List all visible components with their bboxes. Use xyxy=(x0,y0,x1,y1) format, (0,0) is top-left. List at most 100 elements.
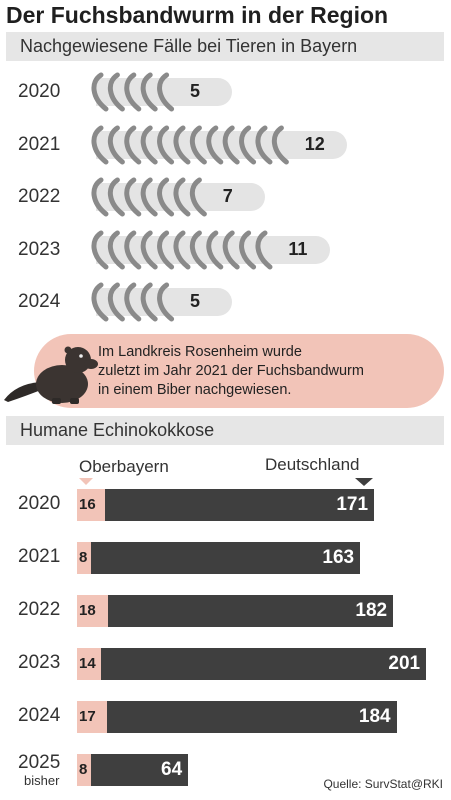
oberbayern-bar xyxy=(77,754,91,786)
worm-icon xyxy=(140,72,158,112)
deutschland-bar xyxy=(104,489,375,521)
worm-icon xyxy=(124,282,142,322)
deutschland-bar xyxy=(91,542,361,574)
human-year-label: 2020 xyxy=(18,493,61,514)
worm-icon xyxy=(157,282,175,322)
human-cases-header: Humane Echinokokkose xyxy=(6,416,444,445)
oberbayern-value-label: 14 xyxy=(79,655,96,672)
note-line-3: in einem Biber nachgewiesen. xyxy=(98,382,292,398)
animal-year-label: 2022 xyxy=(18,186,61,207)
animal-cases-heading: Nachgewiesene Fälle bei Tieren in Bayern xyxy=(20,36,358,56)
worm-icon xyxy=(140,282,158,322)
worm-icon xyxy=(124,177,142,217)
worm-icon xyxy=(91,282,109,322)
worm-icon xyxy=(107,72,125,112)
worm-icon xyxy=(239,125,257,164)
deutschland-value-label: 201 xyxy=(388,653,421,674)
worm-row xyxy=(91,72,175,112)
oberbayern-bar xyxy=(77,542,91,574)
deutschland-value-label: 171 xyxy=(336,494,369,515)
human-year-label: 2024 xyxy=(18,705,61,726)
worm-icon xyxy=(91,72,109,112)
worm-icon xyxy=(189,230,207,269)
worm-icon xyxy=(140,177,158,217)
animal-year-label: 2020 xyxy=(18,81,61,102)
worm-icon xyxy=(222,230,240,269)
animal-year-label: 2023 xyxy=(18,238,61,260)
legend-oberbayern-marker xyxy=(79,478,93,485)
oberbayern-value-label: 8 xyxy=(79,761,88,778)
oberbayern-value-label: 18 xyxy=(79,602,96,619)
worm-icon xyxy=(157,125,175,164)
worm-row xyxy=(91,230,273,269)
worm-icon xyxy=(255,230,273,269)
worm-icon xyxy=(157,72,175,112)
deutschland-value-label: 182 xyxy=(355,600,388,621)
legend-oberbayern: Oberbayern xyxy=(79,457,169,476)
oberbayern-bar xyxy=(77,701,107,733)
human-year-sublabel: bisher xyxy=(24,773,60,788)
oberbayern-value-label: 8 xyxy=(79,549,88,566)
worm-icon xyxy=(91,230,109,269)
deutschland-bar xyxy=(108,595,394,627)
note-line-2: zuletzt im Jahr 2021 der Fuchsbandwurm xyxy=(98,363,364,379)
beaver-icon xyxy=(4,346,98,404)
worm-icon xyxy=(206,125,224,164)
worm-icon xyxy=(91,177,109,217)
worm-icon xyxy=(157,230,175,269)
worm-icon xyxy=(173,177,191,217)
human-cases-heading: Humane Echinokokkose xyxy=(20,420,215,440)
legend-deutschland-marker xyxy=(355,478,373,486)
worm-icon xyxy=(173,230,191,269)
oberbayern-bar xyxy=(77,489,105,521)
oberbayern-bar xyxy=(77,595,109,627)
worm-icon xyxy=(239,230,257,269)
worm-icon xyxy=(157,177,175,217)
animal-value-label: 5 xyxy=(190,81,201,101)
worm-icon xyxy=(91,125,109,164)
worm-icon xyxy=(124,125,142,164)
source-note: Quelle: SurvStat@RKI xyxy=(323,777,443,791)
deutschland-bar xyxy=(101,648,427,680)
animal-cases-header: Nachgewiesene Fälle bei Tieren in Bayern xyxy=(6,32,444,61)
animal-value-label: 12 xyxy=(304,133,325,154)
animal-value-label: 7 xyxy=(222,186,233,206)
deutschland-value-label: 184 xyxy=(358,706,391,727)
animal-value-label: 11 xyxy=(288,238,308,259)
deutschland-value-label: 163 xyxy=(322,547,355,568)
oberbayern-value-label: 17 xyxy=(79,708,96,725)
worm-icon xyxy=(173,125,191,164)
deutschland-value-label: 64 xyxy=(161,759,183,780)
oberbayern-value-label: 16 xyxy=(79,496,96,513)
deutschland-bar xyxy=(106,701,397,733)
worm-row xyxy=(91,282,175,322)
worm-icon xyxy=(206,230,224,269)
note-bubble: Im Landkreis Rosenheim wurde zuletzt im … xyxy=(34,334,444,408)
worm-row xyxy=(91,177,207,217)
legend-deutschland: Deutschland xyxy=(265,455,360,474)
worm-icon xyxy=(140,125,158,164)
human-year-label: 2025 xyxy=(18,752,61,773)
worm-icon xyxy=(189,125,207,164)
worm-icon xyxy=(107,125,125,164)
human-year-label: 2022 xyxy=(18,599,61,620)
animal-year-label: 2021 xyxy=(18,133,61,155)
animal-value-label: 5 xyxy=(190,291,201,311)
worm-icon xyxy=(140,230,158,269)
human-year-label: 2021 xyxy=(18,546,61,567)
worm-icon xyxy=(124,72,142,112)
worm-row xyxy=(91,125,289,164)
worm-icon xyxy=(107,230,125,269)
animal-bar xyxy=(96,130,347,159)
worm-icon xyxy=(222,125,240,164)
human-year-label: 2023 xyxy=(18,652,61,673)
oberbayern-bar xyxy=(77,648,102,680)
worm-icon xyxy=(107,282,125,322)
note-text: Im Landkreis Rosenheim wurde zuletzt im … xyxy=(98,343,438,400)
worm-icon xyxy=(271,125,289,164)
worm-icon xyxy=(124,230,142,269)
page-title: Der Fuchsbandwurm in der Region xyxy=(6,2,389,28)
worm-icon xyxy=(107,177,125,217)
worm-icon xyxy=(255,125,273,164)
worm-icon xyxy=(189,177,207,217)
